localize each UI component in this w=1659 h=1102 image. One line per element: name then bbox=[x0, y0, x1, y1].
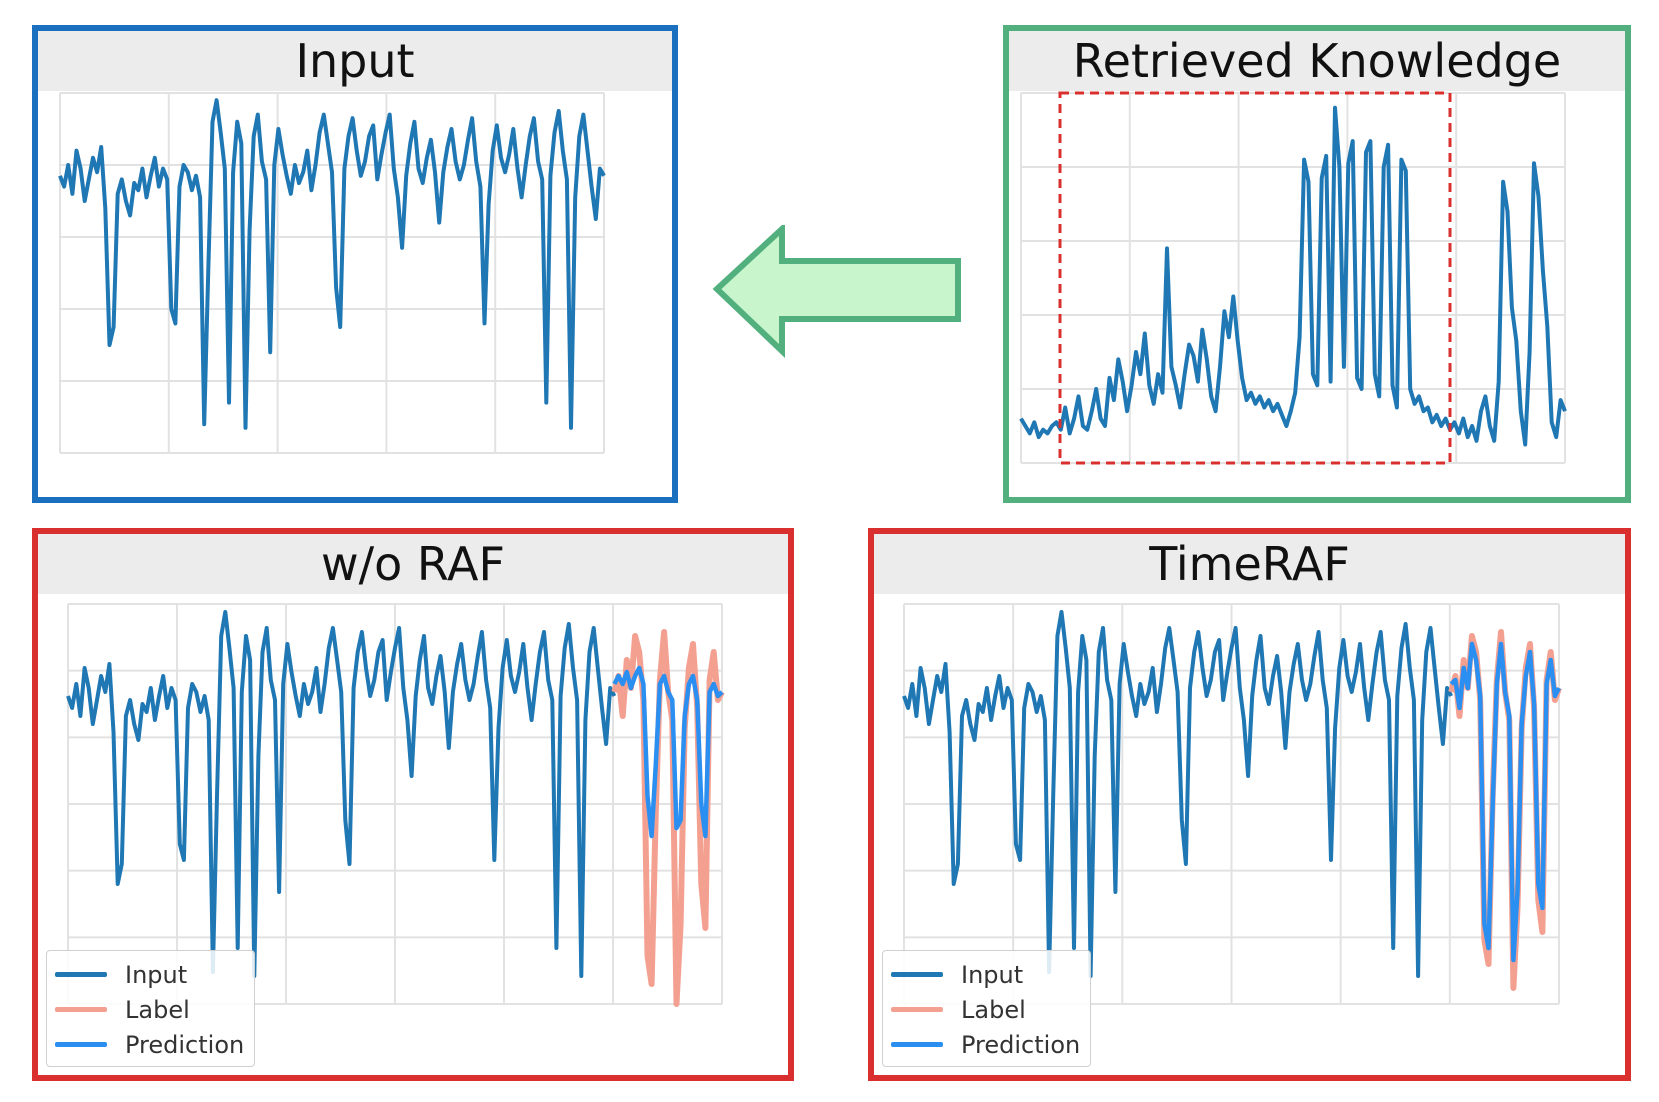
legend-label-input: Input bbox=[125, 960, 188, 989]
legend-item-prediction: Prediction bbox=[891, 1027, 1080, 1062]
legend-label-label: Label bbox=[125, 995, 190, 1024]
legend-swatch-prediction bbox=[55, 1042, 107, 1047]
series-line-input bbox=[58, 98, 606, 430]
retrieved-highlight-box bbox=[1058, 91, 1452, 465]
series-line-knowledge bbox=[1019, 105, 1567, 447]
timeraf-title: TimeRAF bbox=[874, 534, 1625, 594]
timeraf-legend: Input Label Prediction bbox=[882, 950, 1092, 1067]
retrieved-knowledge-chart bbox=[1019, 91, 1567, 465]
timeraf-chart bbox=[902, 603, 1562, 1005]
series-line-prediction bbox=[1449, 641, 1562, 963]
legend-swatch-input bbox=[891, 972, 943, 977]
timeraf-panel: TimeRAF Input Label Prediction bbox=[868, 528, 1631, 1081]
retrieved-knowledge-title: Retrieved Knowledge bbox=[1009, 31, 1625, 91]
legend-label-prediction: Prediction bbox=[961, 1030, 1081, 1059]
without-raf-legend: Input Label Prediction bbox=[46, 950, 256, 1067]
legend-swatch-label bbox=[55, 1007, 107, 1012]
legend-item-prediction: Prediction bbox=[55, 1027, 244, 1062]
legend-swatch-prediction bbox=[891, 1042, 943, 1047]
left-arrow-icon bbox=[712, 225, 961, 359]
legend-item-input: Input bbox=[891, 957, 1080, 992]
legend-item-input: Input bbox=[55, 957, 244, 992]
without-raf-title: w/o RAF bbox=[38, 534, 788, 594]
input-panel-title: Input bbox=[38, 31, 672, 91]
without-raf-panel: w/o RAF Input Label Prediction bbox=[32, 528, 794, 1081]
series-line-prediction bbox=[612, 665, 724, 839]
legend-label-label: Label bbox=[961, 995, 1026, 1024]
series-line-input bbox=[66, 610, 617, 978]
retrieved-knowledge-panel: Retrieved Knowledge bbox=[1003, 25, 1631, 503]
legend-swatch-input bbox=[55, 972, 107, 977]
legend-item-label: Label bbox=[55, 992, 244, 1027]
input-chart bbox=[58, 92, 606, 454]
input-panel: Input bbox=[32, 25, 678, 503]
legend-label-prediction: Prediction bbox=[125, 1030, 245, 1059]
legend-item-label: Label bbox=[891, 992, 1080, 1027]
legend-label-input: Input bbox=[961, 960, 1024, 989]
legend-swatch-label bbox=[891, 1007, 943, 1012]
series-line-input bbox=[902, 610, 1453, 978]
